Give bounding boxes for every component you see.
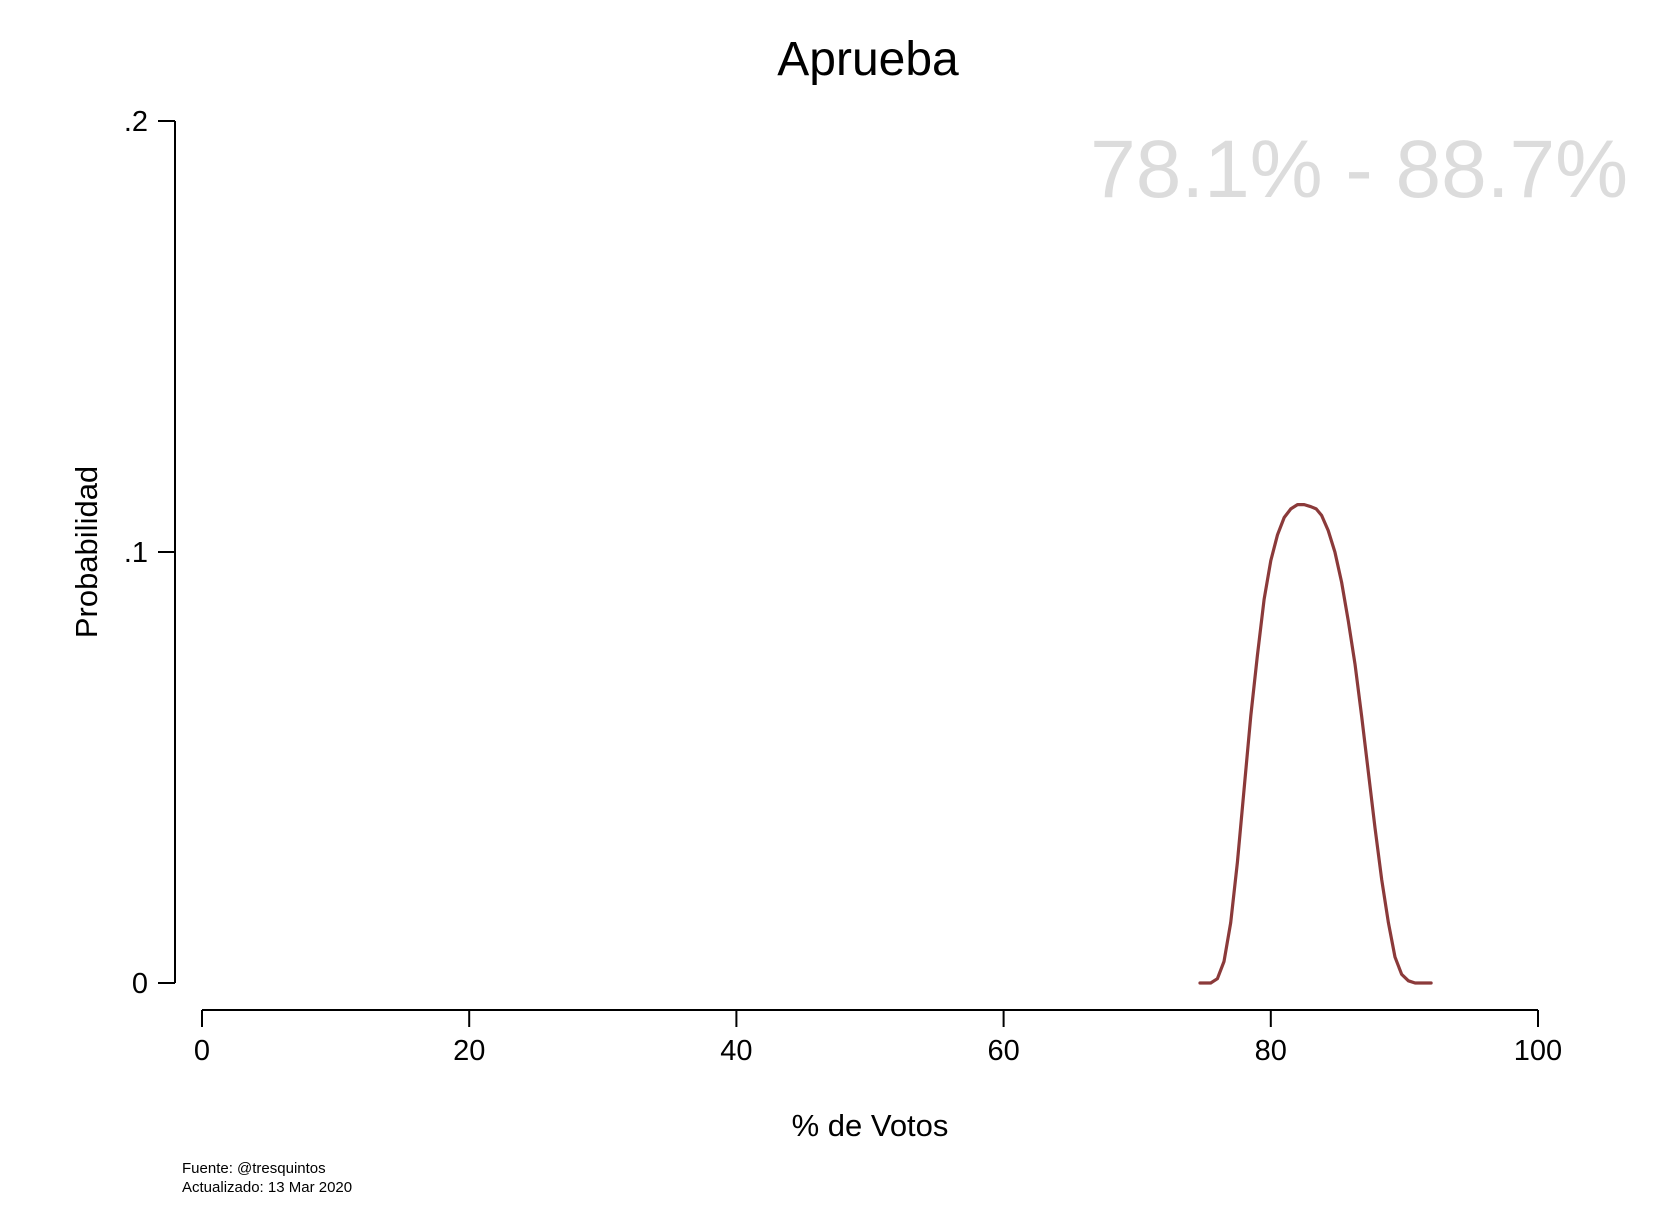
chart-title: Aprueba (777, 33, 959, 86)
x-tick-label: 20 (453, 1035, 485, 1067)
y-tick-label: 0 (132, 968, 148, 1000)
x-tick-label: 80 (1255, 1035, 1287, 1067)
x-tick-label: 60 (987, 1035, 1019, 1067)
y-axis: 0 .1 .2 (124, 106, 176, 1000)
y-tick-label: .2 (124, 106, 148, 138)
source-note: Fuente: @tresquintos (182, 1160, 326, 1177)
x-tick-label: 40 (720, 1035, 752, 1067)
y-axis-title: Probabilidad (69, 466, 104, 638)
plot-area (1198, 503, 1433, 985)
density-series-line (1198, 503, 1433, 985)
x-axis-title: % de Votos (792, 1108, 949, 1143)
y-tick-label: .1 (124, 537, 148, 569)
interval-annotation: 78.1% - 88.7% (1090, 124, 1628, 215)
x-tick-label: 100 (1514, 1035, 1562, 1067)
x-tick-label: 0 (194, 1035, 210, 1067)
x-axis: 0 20 40 60 80 100 (194, 1009, 1562, 1067)
updated-note: Actualizado: 13 Mar 2020 (182, 1179, 352, 1196)
